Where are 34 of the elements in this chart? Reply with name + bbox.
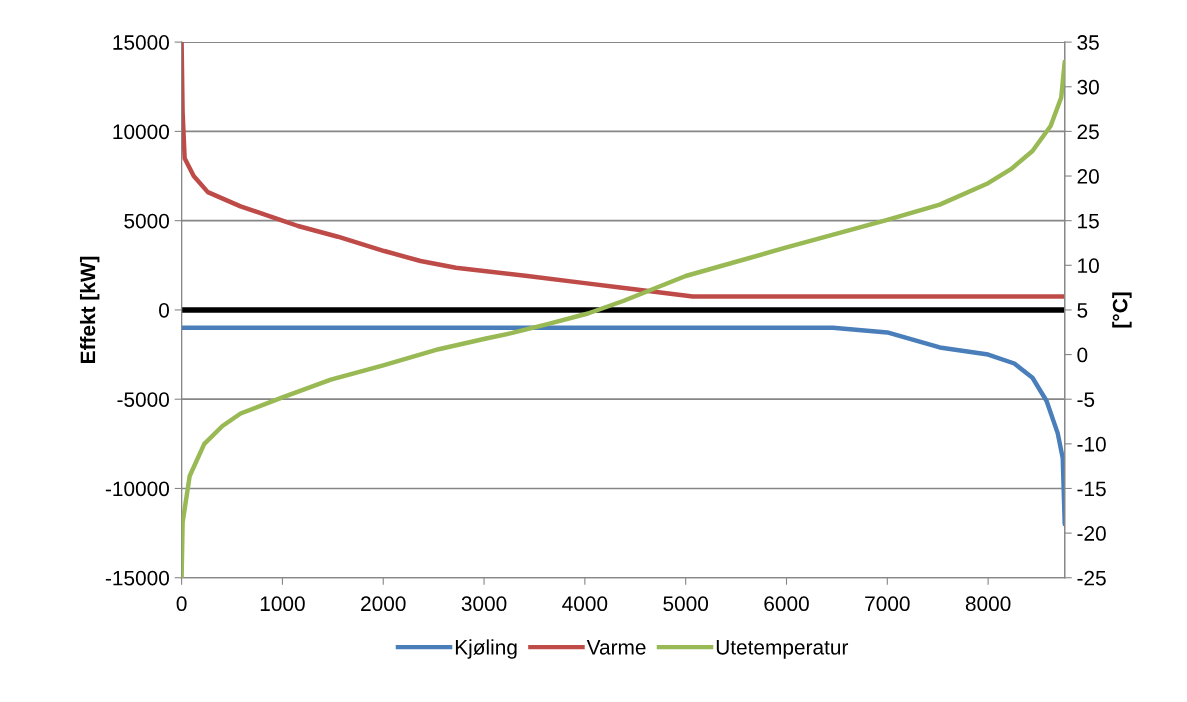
y2-tick-label: 0 [1077, 347, 1088, 363]
x-tick-label: 1000 [260, 596, 305, 612]
y-tick-label: 15000 [113, 35, 169, 50]
x-tick-label: 8000 [965, 596, 1011, 612]
legend-label: Kjøling [455, 639, 517, 659]
y2-tick-label: -5 [1077, 392, 1095, 407]
y-tick-label: -5000 [117, 392, 169, 407]
y2-tick-label: 10 [1078, 258, 1099, 274]
x-tick-label: 3000 [461, 596, 507, 612]
y-tick-label: -15000 [105, 570, 169, 586]
y2-tick-label: -10 [1077, 436, 1106, 452]
y2-tick-label: -25 [1077, 570, 1106, 586]
y2-tick-label: 5 [1077, 303, 1088, 318]
x-tick-label: 4000 [562, 596, 608, 612]
y2-tick-label: 35 [1077, 35, 1099, 50]
y2-tick-label: -15 [1077, 481, 1106, 497]
y2-tick-label: 20 [1077, 169, 1099, 184]
y-tick-label: -10000 [105, 481, 169, 497]
x-tick-label: 2000 [361, 596, 406, 612]
y2-tick-label: 30 [1077, 79, 1099, 95]
y-axis-title: Effekt [kW] [79, 256, 100, 363]
y2-tick-label: 15 [1078, 213, 1099, 229]
x-tick-label: 6000 [764, 596, 809, 612]
legend-label: Varme [586, 640, 646, 655]
x-tick-label: 5000 [663, 596, 709, 612]
y-tick-label: 10000 [113, 124, 169, 140]
legend-label: Utetemperatur [716, 640, 849, 659]
y2-tick-label: -20 [1077, 526, 1106, 541]
x-tick-label: 7000 [865, 596, 910, 612]
y-tick-label: 5000 [124, 213, 169, 229]
y2-axis-title: [°C] [1112, 292, 1132, 328]
x-tick-label: 0 [176, 596, 187, 612]
y2-tick-label: 25 [1077, 124, 1099, 140]
y-tick-label: 0 [159, 302, 169, 318]
